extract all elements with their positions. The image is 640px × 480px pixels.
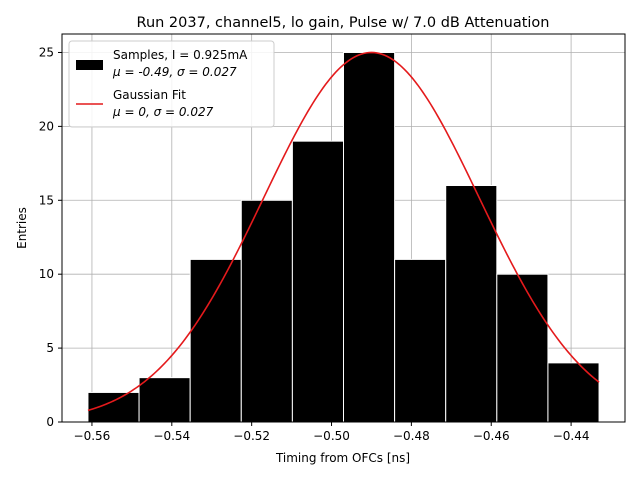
x-tick-label: −0.52	[233, 429, 270, 443]
x-tick-label: −0.56	[74, 429, 111, 443]
legend-box	[68, 40, 275, 128]
x-axis-label: Timing from OFCs [ns]	[275, 451, 410, 465]
legend-histogram-swatch	[76, 60, 103, 70]
histogram-bar	[547, 362, 600, 423]
histogram-bar	[240, 199, 293, 423]
y-tick-label: 10	[39, 267, 54, 281]
x-tick-label: −0.50	[313, 429, 350, 443]
y-tick-label: 15	[39, 193, 54, 207]
x-axis-ticks: −0.56 −0.54 −0.52 −0.50 −0.48 −0.46 −0.44	[74, 422, 590, 443]
histogram-bar	[189, 258, 242, 423]
x-tick-label: −0.48	[393, 429, 430, 443]
x-tick-label: −0.46	[473, 429, 510, 443]
legend-histogram-label: Samples, I = 0.925mA	[113, 48, 248, 62]
y-axis-label: Entries	[15, 207, 29, 249]
histogram-bar	[343, 51, 396, 423]
y-axis-ticks: 0 5 10 15 20 25	[39, 45, 62, 429]
chart-title: Run 2037, channel5, lo gain, Pulse w/ 7.…	[137, 15, 550, 31]
x-tick-label: −0.44	[553, 429, 590, 443]
y-tick-label: 25	[39, 45, 54, 59]
legend-fit-stats: μ = 0, σ = 0.027	[112, 105, 214, 119]
y-tick-label: 5	[46, 341, 54, 355]
histogram-bar	[138, 377, 191, 423]
legend-fit-label: Gaussian Fit	[113, 88, 186, 102]
plot-frame	[61, 33, 626, 423]
legend: Samples, I = 0.925mA μ = -0.49, σ = 0.02…	[68, 40, 275, 128]
histogram-bar	[394, 258, 447, 423]
histogram-bars	[87, 51, 600, 423]
x-tick-label: −0.54	[153, 429, 190, 443]
histogram-bar	[445, 185, 498, 423]
histogram-bar	[291, 140, 344, 423]
y-tick-label: 0	[46, 415, 54, 429]
histogram-bar	[496, 273, 549, 423]
gaussian-fit-curve	[87, 51, 600, 412]
y-tick-label: 20	[39, 119, 54, 133]
legend-histogram-stats: μ = -0.49, σ = 0.027	[112, 65, 237, 79]
